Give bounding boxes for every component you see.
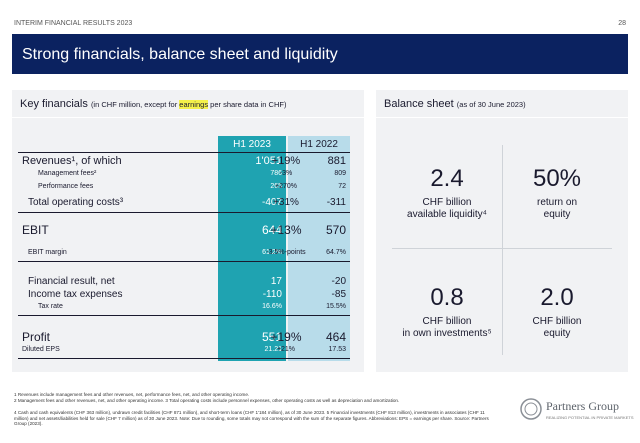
- row-rule: [18, 212, 350, 213]
- value-2022: 881: [327, 155, 346, 167]
- big-figure: 50%: [532, 165, 582, 192]
- big-figure: 2.0: [540, 284, 574, 311]
- page-number: 28: [618, 20, 626, 27]
- figure-caption: equity: [543, 209, 571, 220]
- figure-caption: available liquidity⁴: [407, 209, 487, 220]
- change: +19%: [270, 330, 302, 344]
- figure-caption: CHF billion: [532, 316, 582, 327]
- subtitle-part: per share data in CHF): [208, 100, 287, 109]
- panel-title: Key financials (in CHF million, except f…: [20, 98, 286, 110]
- column-header: H1 2022: [300, 139, 338, 150]
- column-header: H1 2023: [233, 139, 271, 150]
- value-2022: -85: [331, 289, 346, 300]
- value-2022: 72: [338, 183, 346, 190]
- panel-title: Balance sheet (as of 30 June 2023): [384, 98, 526, 110]
- figure-caption: return on: [536, 197, 578, 208]
- figure-caption: equity: [543, 328, 571, 339]
- value-2023: -110: [262, 289, 282, 300]
- change: -3%: [279, 170, 293, 177]
- subtitle-highlight: earnings: [179, 100, 209, 109]
- value-2023: 1'051: [255, 155, 282, 167]
- row-rule: [18, 315, 350, 316]
- value-2022: 64.7%: [326, 249, 346, 256]
- divider: [376, 117, 628, 118]
- value-2023: -407: [261, 197, 282, 208]
- panel-title-text: Key financials: [20, 98, 88, 110]
- value-2022: -311: [326, 197, 346, 208]
- value-2022: 17.53: [328, 346, 346, 353]
- value-2023: 21.21: [264, 346, 282, 353]
- row-label: Revenues¹, of which: [22, 155, 122, 167]
- panel-title-text: Balance sheet: [384, 98, 454, 110]
- row-label: Financial result, net: [28, 276, 115, 287]
- divider: [392, 248, 612, 249]
- change: +270%: [275, 183, 297, 190]
- footnote: 1 Revenues include management fees and o…: [14, 392, 250, 397]
- logo-tagline: REALIZING POTENTIAL IN PRIVATE MARKETS: [546, 415, 634, 420]
- column-2022: [288, 136, 350, 361]
- row-label: Diluted EPS: [22, 346, 60, 353]
- value-2023: 16.6%: [262, 303, 282, 310]
- panel-subtitle: (in CHF million, except for earnings per…: [90, 100, 287, 109]
- change: +13%: [270, 223, 302, 237]
- subtitle-part: (in CHF million, except for: [90, 100, 180, 109]
- footnote: 2 Management fees and other revenues, ne…: [14, 398, 400, 403]
- row-label: EBIT margin: [28, 249, 67, 256]
- change: +31%: [273, 197, 299, 208]
- figure-caption: CHF billion: [422, 316, 472, 327]
- figure-caption: in own investments⁵: [402, 328, 492, 339]
- row-label: Total operating costs³: [28, 197, 124, 208]
- logo-emblem: [520, 398, 542, 420]
- value-2023: 17: [270, 276, 282, 287]
- row-label: Performance fees: [38, 183, 94, 190]
- row-rule: [18, 358, 350, 359]
- value-2022: 809: [334, 170, 346, 177]
- column-2023: [218, 136, 286, 361]
- value-2023: 786: [270, 170, 282, 177]
- panel-subtitle: (as of 30 June 2023): [456, 100, 526, 109]
- big-figure: 0.8: [430, 284, 464, 311]
- big-figure: 2.4: [430, 165, 464, 192]
- value-2023: 61.2%: [262, 249, 282, 256]
- slide-title: Strong financials, balance sheet and liq…: [22, 46, 338, 63]
- value-2022: 570: [325, 223, 346, 237]
- row-label: Tax rate: [38, 303, 63, 310]
- figure-caption: CHF billion: [422, 197, 472, 208]
- row-label: Profit: [22, 330, 51, 344]
- row-rule: [18, 261, 350, 262]
- change: -3.5%-points: [266, 249, 306, 256]
- divider: [12, 117, 364, 118]
- divider: [502, 145, 503, 355]
- row-label: Management fees²: [38, 170, 97, 177]
- title-bar: [12, 34, 628, 74]
- change: +21%: [276, 346, 296, 353]
- value-2023: 551: [261, 330, 282, 344]
- header-label: INTERIM FINANCIAL RESULTS 2023: [14, 20, 133, 27]
- change: +19%: [271, 155, 301, 167]
- value-2023: 265: [270, 183, 282, 190]
- row-label: Income tax expenses: [28, 289, 123, 300]
- value-2022: -20: [331, 276, 346, 287]
- value-2022: 15.5%: [326, 303, 346, 310]
- logo-name: Partners Group: [546, 399, 619, 413]
- footnote: 4 Cash and cash equivalents (CHF 363 mil…: [14, 410, 489, 427]
- value-2022: 464: [325, 330, 346, 344]
- row-label: EBIT: [22, 223, 49, 237]
- value-2023: 644: [261, 223, 282, 237]
- row-rule: [18, 152, 350, 153]
